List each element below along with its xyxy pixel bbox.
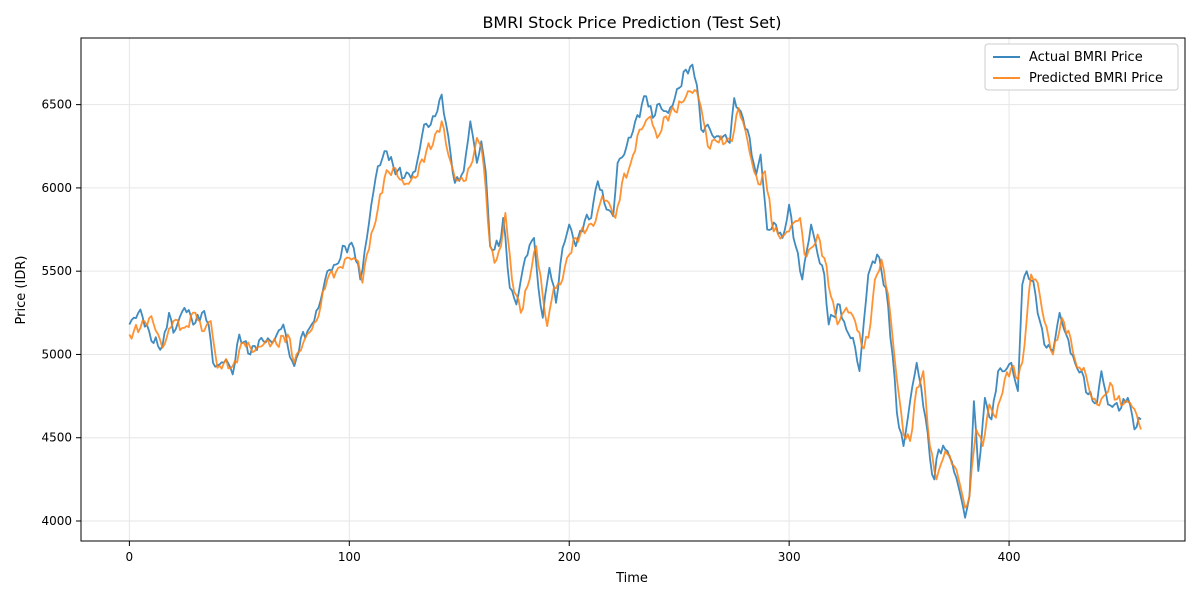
y-tick-label: 6000 — [41, 181, 72, 195]
y-tick-label: 5500 — [41, 264, 72, 278]
y-tick-label: 6500 — [41, 98, 72, 112]
series-line-predicted — [128, 89, 1142, 509]
grid — [81, 38, 1185, 541]
plot-area-frame — [80, 37, 1186, 542]
x-tick-label: 100 — [338, 550, 361, 564]
legend: Actual BMRI Price Predicted BMRI Price — [984, 43, 1179, 91]
x-tick-label: 200 — [558, 550, 581, 564]
series-line-actual — [128, 63, 1142, 519]
y-tick-label: 4500 — [41, 431, 72, 445]
x-tick-label: 400 — [998, 550, 1021, 564]
x-tick-label: 300 — [778, 550, 801, 564]
legend-label-actual: Actual BMRI Price — [1029, 50, 1143, 65]
x-axis: 0 100 200 300 400 — [126, 541, 1021, 564]
y-tick-label: 4000 — [41, 514, 72, 528]
x-tick-label: 0 — [126, 550, 134, 564]
legend-box — [984, 43, 1179, 91]
series-lines — [128, 63, 1142, 519]
chart-title: BMRI Stock Price Prediction (Test Set) — [482, 13, 781, 32]
y-axis: 4000 4500 5000 5500 6000 6500 — [41, 98, 81, 528]
y-tick-label: 5000 — [41, 347, 72, 361]
legend-label-predicted: Predicted BMRI Price — [1029, 71, 1163, 86]
y-axis-label: Price (IDR) — [14, 256, 29, 325]
x-axis-label: Time — [615, 571, 648, 586]
